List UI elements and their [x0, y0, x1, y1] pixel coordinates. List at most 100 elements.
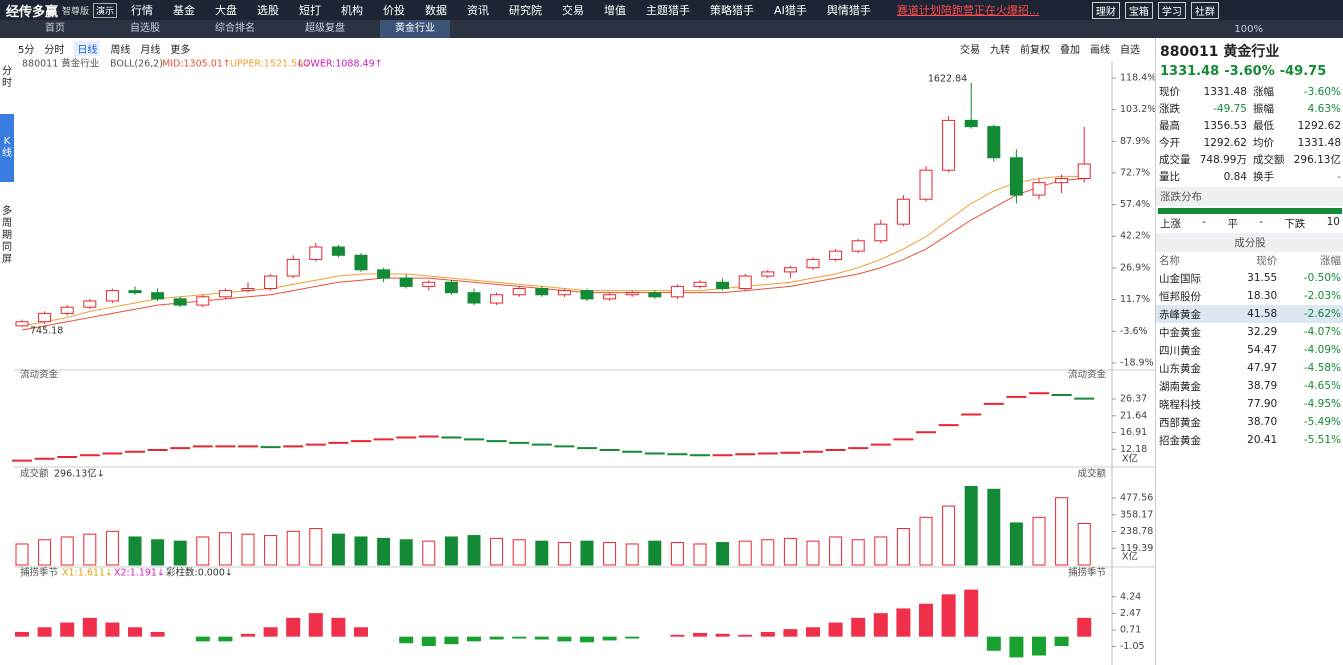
period-button[interactable]: 月线 [140, 44, 161, 56]
menu-item[interactable]: 行情 [131, 4, 154, 17]
quote-cell: 成交量 [1159, 154, 1191, 166]
quote-row: 涨跌 -49.75 振幅 4.63% [1156, 100, 1343, 117]
y-tick-label: 26.37 [1120, 394, 1147, 405]
indicator-bar [399, 636, 414, 644]
nav-button[interactable]: 宝箱 [1124, 1, 1153, 19]
volume-bar [942, 505, 956, 566]
pane-title: 成交额 [20, 468, 49, 480]
volume-bar [987, 488, 1001, 566]
menu-item[interactable]: 基金 [173, 4, 196, 17]
candle-body [535, 288, 549, 296]
period-button[interactable]: 5分 [18, 44, 35, 56]
volume-bar [399, 539, 413, 566]
nav-button[interactable]: 理财 [1091, 1, 1120, 19]
menu-item[interactable]: 选股 [257, 4, 280, 17]
stock-row[interactable]: 恒邦股份 18.30 -2.03% [1156, 287, 1343, 305]
indicator-bar [331, 617, 346, 637]
stock-cell: 47.97 [1247, 362, 1278, 374]
side-tab[interactable]: K线 [0, 114, 14, 182]
volume-bar [625, 543, 639, 566]
stock-row[interactable]: 山金国际 31.55 -0.50% [1156, 269, 1343, 287]
volume-bar [105, 530, 119, 566]
menu-item[interactable]: 增值 [604, 4, 627, 17]
period-button[interactable]: 分时 [44, 44, 65, 56]
y-tick-label: 72.7% [1120, 167, 1150, 178]
menu-item[interactable]: 主题猎手 [646, 4, 691, 17]
menu-item[interactable]: 大盘 [215, 4, 238, 17]
menu-item[interactable]: AI猎手 [774, 4, 807, 17]
stock-cell: -0.50% [1303, 272, 1341, 284]
quote-cell: 748.99万 [1199, 154, 1247, 166]
stock-row[interactable]: 四川黄金 54.47 -4.09% [1156, 341, 1343, 359]
edition: 智尊版 [62, 6, 90, 17]
nav-button[interactable]: 学习 [1157, 1, 1186, 19]
menu-item[interactable]: 研究院 [509, 4, 543, 17]
promo[interactable]: 赛道计划陪跑营正在火爆招... [896, 4, 1040, 17]
stock-row[interactable]: 湖南黄金 38.79 -4.65% [1156, 377, 1343, 395]
tool-button[interactable]: 前复权 [1020, 44, 1050, 56]
tab[interactable]: 首页 [45, 23, 65, 34]
menu-item[interactable]: 策略猎手 [710, 4, 755, 17]
indicator-bar [195, 636, 210, 642]
indicator-bar [241, 633, 255, 637]
quote-cell: 涨跌 [1159, 103, 1180, 115]
stock-row[interactable]: 山东黄金 47.97 -4.58% [1156, 359, 1343, 377]
volume-bar [964, 485, 978, 566]
menu-item[interactable]: 交易 [562, 4, 585, 17]
candle-body [625, 292, 639, 296]
tool-button[interactable]: 画线 [1090, 44, 1110, 56]
toolbar: 5分 分时 日线 周线 月线 更多 交易 九转 前复权 叠加 画线 自选 [18, 40, 1150, 56]
period-button[interactable]: 日线 [74, 40, 101, 56]
side-tab[interactable]: 分时 [2, 66, 12, 89]
quote-row: 今开 1292.62 均价 1331.48 [1156, 134, 1343, 151]
stock-row[interactable]: 晓程科技 77.90 -4.95% [1156, 395, 1343, 413]
candle-body [1032, 182, 1046, 196]
candle-body [83, 300, 97, 308]
volume-bar [1009, 522, 1023, 566]
candle-body [15, 321, 29, 327]
stock-row[interactable]: 西部黄金 38.70 -5.49% [1156, 413, 1343, 431]
tool-button[interactable]: 交易 [960, 44, 980, 56]
tool-button[interactable]: 自选 [1120, 44, 1140, 56]
stock-cell: -4.58% [1303, 362, 1341, 374]
y-tick-label: 118.4% [1120, 73, 1155, 84]
side-tab[interactable]: 多周期同屏 [2, 206, 12, 265]
indicator-bar [444, 636, 459, 645]
period-button[interactable]: 更多 [170, 44, 191, 56]
band-line [21, 178, 1085, 331]
nav-button[interactable]: 社群 [1190, 1, 1219, 19]
tool-button[interactable]: 九转 [990, 44, 1010, 56]
stock-row[interactable]: 中金黄金 32.29 -4.07% [1156, 323, 1343, 341]
volume-bar [377, 537, 391, 566]
candle-body [648, 292, 662, 298]
legend-entry: UPPER:1521.54↓ [230, 59, 311, 70]
volume-bar [490, 537, 504, 566]
top-nav: 经传多赢 智尊版 演示 行情 基金 大盘 选股 短打 机构 价投 数据 资讯 研究院 交易 增值 主题猎手 策略… [0, 0, 1343, 20]
quote-cell: 0.84 [1223, 170, 1247, 183]
tab[interactable]: 黄金行业 [380, 20, 450, 38]
quote-cell: 4.63% [1307, 102, 1341, 115]
stock-row[interactable]: 招金黄金 20.41 -5.51% [1156, 431, 1343, 449]
volume-bar [761, 539, 775, 566]
menu-item[interactable]: 短打 [299, 4, 322, 17]
stock-cell: 招金黄金 [1159, 434, 1201, 447]
legend-entry: X1:1.611↓ [62, 568, 113, 579]
distribution-label: - [1259, 216, 1263, 228]
volume-bar [557, 542, 571, 566]
menu-item[interactable]: 数据 [425, 4, 448, 17]
menu-item[interactable]: 机构 [341, 4, 364, 17]
tab[interactable]: 综合排名 [215, 23, 255, 34]
y-tick-label: 16.91 [1120, 427, 1147, 438]
indicator-bar [783, 629, 798, 637]
tool-button[interactable]: 叠加 [1060, 44, 1080, 56]
menu-item[interactable]: 舆情猎手 [826, 4, 871, 17]
period-button[interactable]: 周线 [110, 44, 131, 56]
menu-item[interactable]: 价投 [383, 4, 406, 17]
stock-row[interactable]: 赤峰黄金 41.58 -2.62% [1156, 305, 1343, 323]
menu-item[interactable]: 资讯 [467, 4, 490, 17]
tab[interactable]: 自选股 [130, 23, 160, 34]
tab[interactable]: 超级复盘 [305, 23, 345, 34]
y-tick-label: 11.7% [1120, 294, 1150, 305]
quote-cell: 1292.62 [1297, 119, 1341, 132]
indicator-bar [467, 636, 481, 642]
